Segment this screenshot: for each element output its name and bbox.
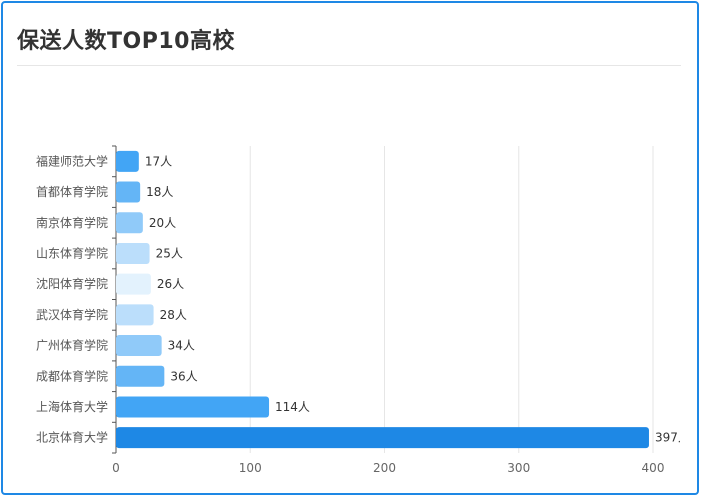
bar-layer: 17人 18人 20人 25人 26人 28人 34人 36人 114人 397人 <box>116 150 690 449</box>
bar[interactable] <box>116 335 162 357</box>
category-label: 上海体育大学 <box>36 399 108 414</box>
category-label: 广州体育学院 <box>36 338 108 353</box>
value-label: 36人 <box>170 369 197 383</box>
category-label: 武汉体育学院 <box>36 307 108 322</box>
category-label: 北京体育大学 <box>36 430 108 445</box>
chart-title: 保送人数TOP10高校 <box>17 29 235 54</box>
axis-layer: 0 100 200 300 400 福建师范大学首都体育学院南京体育学院山东体育学院沈阳体… <box>36 145 665 475</box>
category-label: 山东体育学院 <box>36 245 108 260</box>
bar[interactable] <box>116 396 270 418</box>
x-tick-label: 400 <box>642 461 665 475</box>
title-divider <box>17 65 681 66</box>
bar[interactable] <box>116 304 154 326</box>
value-label: 25人 <box>156 246 183 260</box>
category-label: 福建师范大学 <box>36 153 108 168</box>
value-label: 114人 <box>275 400 310 414</box>
value-label: 18人 <box>146 185 173 199</box>
bar[interactable] <box>116 427 649 449</box>
value-label: 20人 <box>149 216 176 230</box>
bar[interactable] <box>116 212 143 234</box>
x-tick-label: 300 <box>507 461 530 475</box>
bar[interactable] <box>116 242 150 264</box>
value-label: 28人 <box>160 308 187 322</box>
x-tick-label: 100 <box>239 461 262 475</box>
grid-layer <box>249 146 654 453</box>
value-label: 397人 <box>655 431 690 445</box>
bar[interactable] <box>116 150 139 172</box>
category-label: 首都体育学院 <box>36 184 108 199</box>
category-label: 沈阳体育学院 <box>36 276 108 291</box>
bar[interactable] <box>116 273 151 295</box>
value-label: 34人 <box>168 339 195 353</box>
x-tick-label: 200 <box>373 461 396 475</box>
value-label: 17人 <box>145 154 172 168</box>
bar[interactable] <box>116 181 141 203</box>
value-label: 26人 <box>157 277 184 291</box>
category-label: 成都体育学院 <box>36 368 108 383</box>
x-tick-label: 0 <box>112 461 120 475</box>
bar[interactable] <box>116 365 165 387</box>
category-label: 南京体育学院 <box>36 215 108 230</box>
